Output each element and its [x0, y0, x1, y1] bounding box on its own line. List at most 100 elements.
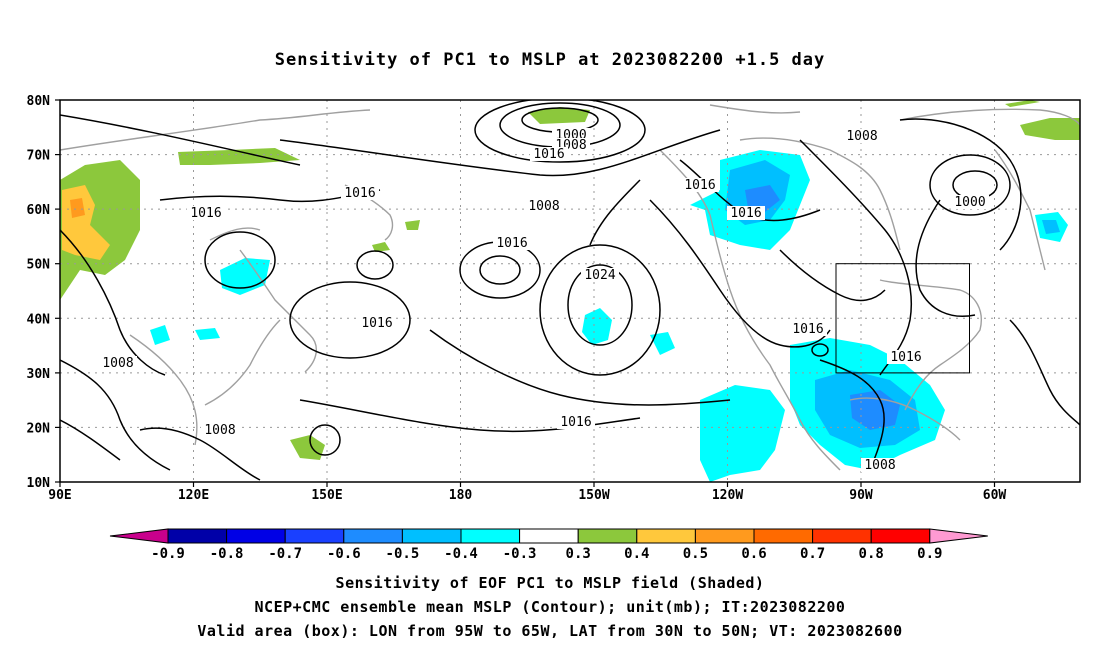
contour-label: 1016 — [190, 206, 221, 221]
lat-label-80n: 80N — [27, 94, 51, 109]
contour-label-bg — [951, 195, 989, 209]
colorbar-tick-label: -0.8 — [210, 546, 244, 562]
contour-label-bg — [358, 316, 396, 330]
contour-label-bg — [201, 423, 239, 437]
colorbar-tick-label: -0.3 — [503, 546, 537, 562]
contour-label-bg — [341, 186, 379, 200]
colorbar-swatch — [870, 528, 931, 544]
colorbar-tick-label: 0.4 — [624, 546, 649, 562]
lat-label-10n: 10N — [27, 476, 51, 491]
lon-label-90e: 90E — [48, 488, 71, 503]
lon-label-60w: 60W — [983, 488, 1007, 503]
colorbar-swatch — [226, 528, 286, 544]
contour-label-bg — [187, 206, 225, 220]
colorbar-swatch — [577, 528, 638, 544]
shade-positive-kamchatka — [372, 242, 390, 252]
colorbar-swatch — [343, 528, 403, 544]
colorbar-tick-label: 0.8 — [859, 546, 884, 562]
contour-label-bg — [493, 236, 531, 250]
lat-label-70n: 70N — [27, 149, 51, 164]
contour-label: 1016 — [730, 206, 761, 221]
contour-label-bg — [530, 147, 568, 161]
shade-positive-arctic — [528, 107, 590, 124]
colorbar-high-arrow — [929, 528, 988, 544]
contour-label: 1008 — [102, 356, 133, 371]
contour-label-bg — [861, 458, 899, 472]
lat-label-50n: 50N — [27, 258, 51, 273]
contour-label-bg — [681, 178, 719, 192]
shade-positive-ne-corner — [1020, 118, 1080, 140]
lon-label-120w: 120W — [712, 488, 743, 503]
map-frame — [59, 99, 1081, 483]
lat-label-60n: 60N — [27, 203, 51, 218]
lat-label-40n: 40N — [27, 312, 51, 327]
contour-label: 1008 — [864, 458, 895, 473]
shade-negative-canada-core — [745, 185, 780, 212]
contour-label: 1016 — [792, 322, 823, 337]
caption-line-3: Valid area (box): LON from 95W to 65W, L… — [197, 622, 903, 640]
colorbar-tick-label: 0.6 — [741, 546, 766, 562]
contour-label: 1008 — [528, 199, 559, 214]
colorbar-swatch — [753, 528, 814, 544]
colorbar-swatch — [167, 528, 228, 544]
colorbar-swatch — [460, 528, 521, 544]
shade-positive-pacific-small — [290, 435, 325, 460]
shade-negative-pacific-east — [650, 332, 675, 355]
colorbar-tick-label: 0.5 — [683, 546, 708, 562]
colorbar-tick-label: 0.7 — [800, 546, 825, 562]
contour-label-bg — [843, 129, 881, 143]
caption-line-1: Sensitivity of EOF PC1 to MSLP field (Sh… — [335, 574, 765, 592]
contour-label-bg — [727, 206, 765, 220]
contour-label: 1016 — [496, 236, 527, 251]
contour-label-bg — [887, 350, 925, 364]
shade-positive-asia-orange — [70, 198, 85, 218]
longitude-labels: 90E 120E 150E 180 150W 120W 90W 60W — [48, 488, 1006, 503]
colorbar-swatch — [519, 528, 579, 544]
colorbar-tick-label: -0.9 — [151, 546, 185, 562]
contour-label-bg — [99, 356, 137, 370]
shade-negative-kuril — [195, 328, 220, 340]
lon-label-150w: 150W — [578, 488, 609, 503]
colorbar-swatch — [812, 528, 872, 544]
shade-negative-atlantic-mid — [1042, 220, 1060, 234]
contour-label-bg — [525, 199, 563, 213]
lon-label-90w: 90W — [849, 488, 873, 503]
contour-label-bg — [557, 415, 595, 429]
contour-label: 1008 — [846, 129, 877, 144]
colorbar-tick-label: 0.9 — [917, 546, 942, 562]
contour-label: 1016 — [344, 186, 375, 201]
lat-label-30n: 30N — [27, 367, 51, 382]
colorbar-swatch — [401, 528, 462, 544]
contour-label: 1008 — [204, 423, 235, 438]
sensitivity-shading — [60, 100, 1080, 482]
lon-label-120e: 120E — [178, 488, 209, 503]
shade-negative-philippine — [150, 325, 170, 345]
shade-negative-mexico — [700, 385, 785, 482]
contour-label: 1016 — [361, 316, 392, 331]
contour-label-bg — [789, 322, 827, 336]
colorbar-tick-label: -0.7 — [268, 546, 302, 562]
contour-labels: 1000 1008 1016 1016 1016 1008 1016 1016 1024 1016… — [99, 128, 989, 473]
colorbar: -0.9 -0.8 -0.7 -0.6 -0.5 -0.4 -0.3 0.3 0.4 0.5 0.6… — [109, 528, 988, 562]
axis-ticks — [55, 99, 996, 487]
colorbar-tick-label: 0.3 — [566, 546, 591, 562]
colorbar-swatch — [284, 528, 345, 544]
contour-label: 1016 — [533, 147, 564, 162]
contour-label: 1016 — [684, 178, 715, 193]
valid-area-box — [835, 263, 970, 374]
lon-label-150e: 150E — [311, 488, 342, 503]
map-title: Sensitivity of PC1 to MSLP at 2023082200… — [274, 50, 826, 70]
colorbar-low-arrow — [109, 528, 169, 544]
colorbar-tick-label: -0.5 — [386, 546, 420, 562]
shade-positive-greenland — [1005, 100, 1040, 107]
shade-positive-siberia-small — [405, 220, 420, 230]
contour-label: 1024 — [584, 268, 615, 283]
colorbar-swatch — [694, 528, 755, 544]
latitude-labels: 80N 70N 60N 50N 40N 30N 20N 10N — [27, 94, 51, 491]
contour-label: 1016 — [560, 415, 591, 430]
caption-line-2: NCEP+CMC ensemble mean MSLP (Contour); u… — [254, 598, 846, 616]
colorbar-swatch — [636, 528, 696, 544]
lon-label-180: 180 — [449, 488, 473, 503]
lat-label-20n: 20N — [27, 421, 51, 436]
